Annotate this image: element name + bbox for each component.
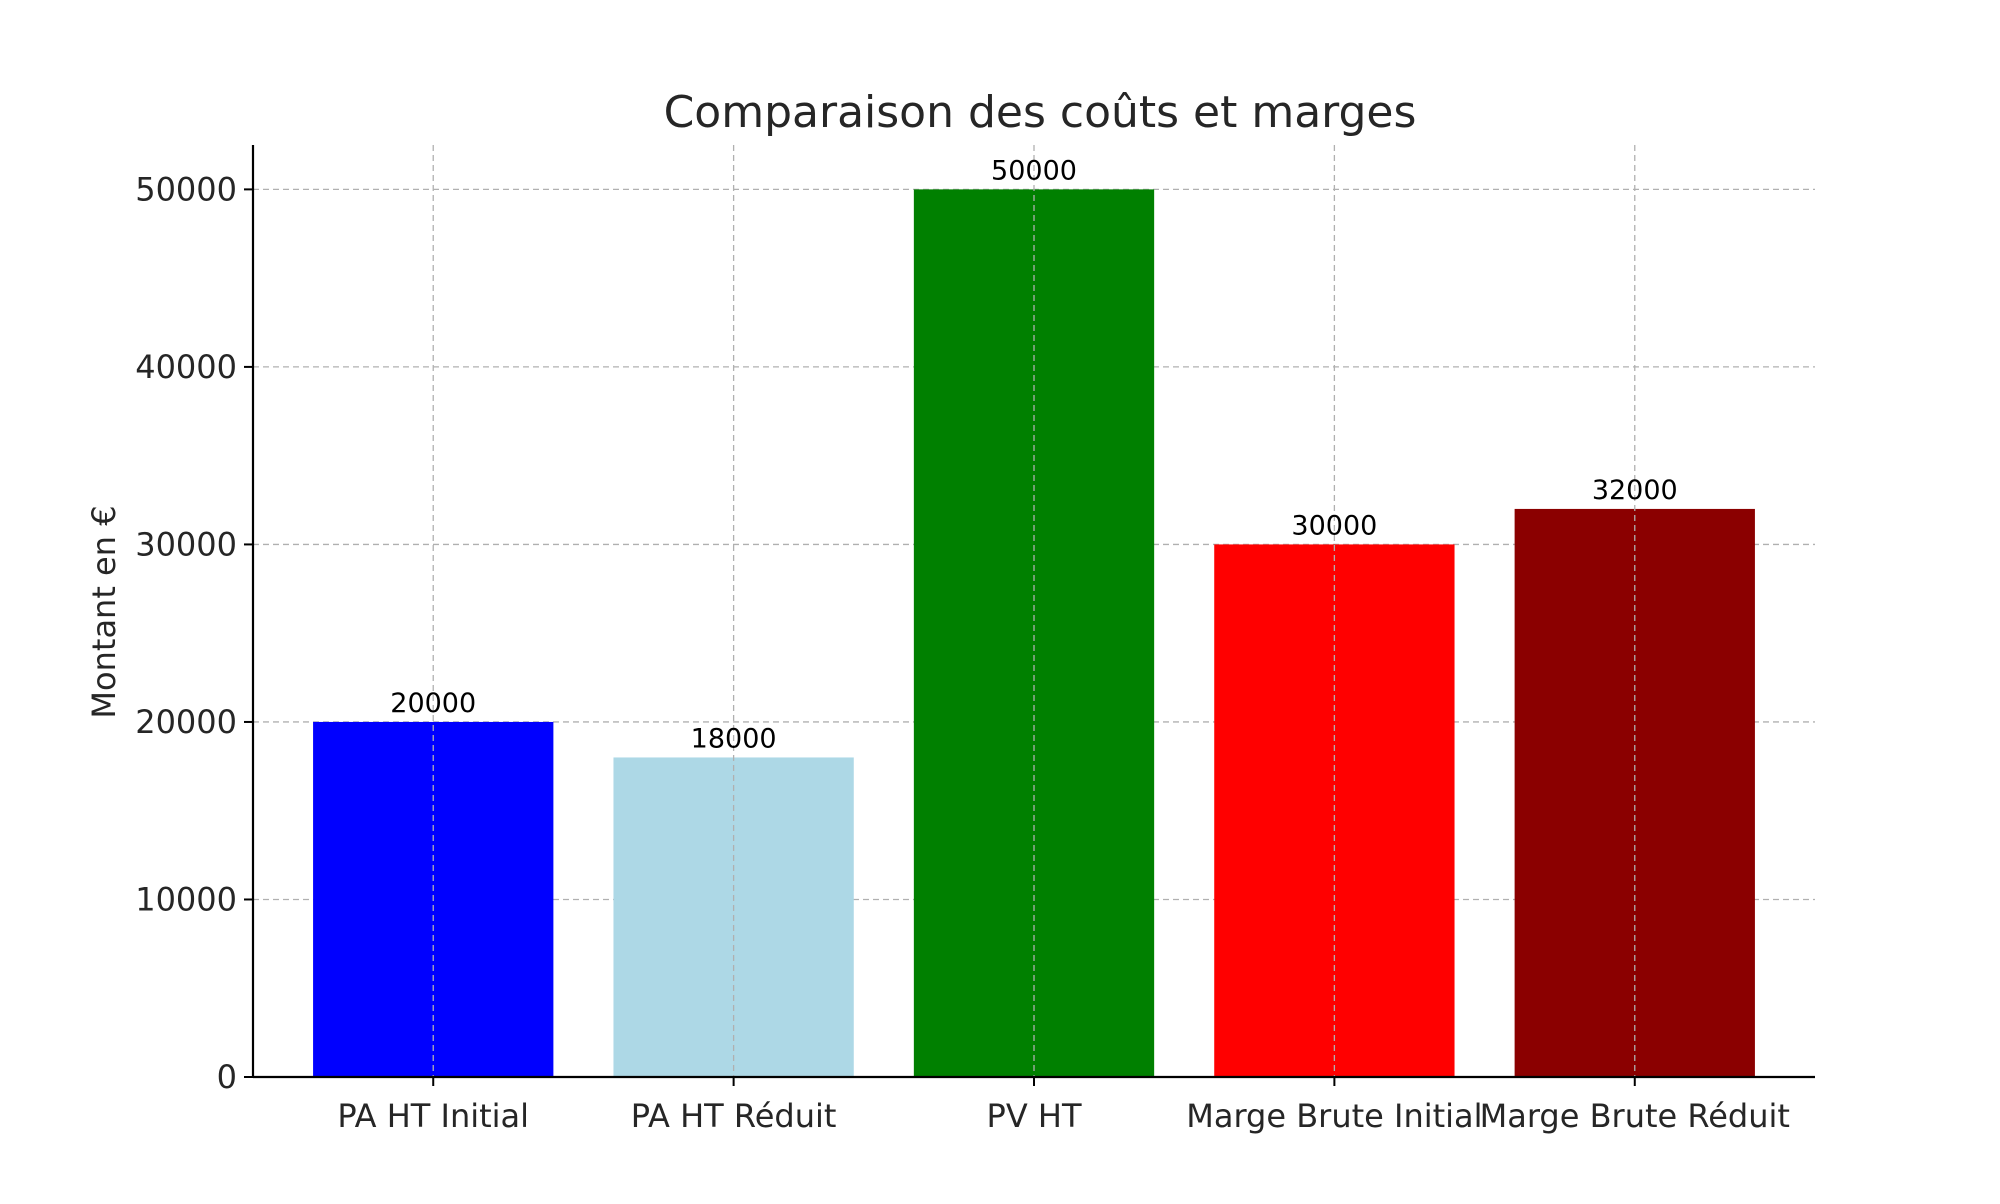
chart-title: Comparaison des coûts et marges xyxy=(664,87,1417,138)
data-label: 18000 xyxy=(691,723,777,754)
y-tick-label: 20000 xyxy=(135,703,237,741)
y-axis-label: Montant en € xyxy=(85,505,123,718)
bar-3 xyxy=(913,189,1155,1077)
y-tick-label: 0 xyxy=(217,1058,237,1096)
y-tick-label: 40000 xyxy=(135,348,237,386)
ticks-layer: 0 10000 20000 30000 40000 50000 PA HT Initial P… xyxy=(135,170,1790,1135)
y-tick-label: 10000 xyxy=(135,880,237,918)
bars-layer xyxy=(313,189,1755,1077)
x-tick-label: PA HT Initial xyxy=(337,1097,529,1135)
data-label: 20000 xyxy=(390,688,476,719)
data-labels-layer: 20000 18000 50000 30000 32000 xyxy=(390,155,1677,754)
x-tick-label: PV HT xyxy=(987,1097,1082,1135)
bar-5 xyxy=(1514,508,1755,1077)
y-tick-label: 30000 xyxy=(135,525,237,563)
x-tick-label: Marge Brute Réduit xyxy=(1480,1097,1790,1135)
x-tick-label: Marge Brute Initial xyxy=(1186,1097,1482,1135)
vertical-grid-layer xyxy=(432,145,1636,1077)
x-tick-label: PA HT Réduit xyxy=(631,1097,837,1135)
data-label: 32000 xyxy=(1592,475,1678,506)
y-tick-label: 50000 xyxy=(135,170,237,208)
data-label: 30000 xyxy=(1291,510,1377,541)
data-label: 50000 xyxy=(991,155,1077,186)
